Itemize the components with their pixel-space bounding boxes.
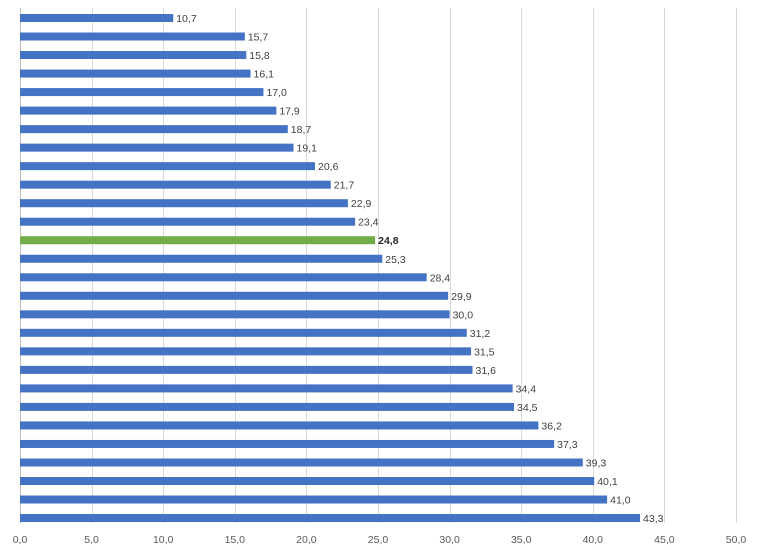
bar bbox=[20, 495, 608, 504]
bar-data-label: 43,3 bbox=[643, 513, 664, 525]
bar-data-label: 37,3 bbox=[557, 439, 578, 451]
bar-data-label: 34,4 bbox=[516, 383, 537, 395]
bar-data-label: 31,2 bbox=[470, 328, 491, 340]
x-tick-label: 35,0 bbox=[511, 534, 532, 546]
bar bbox=[20, 421, 539, 430]
x-tick-label: 25,0 bbox=[368, 534, 389, 546]
bar-data-label: 28,4 bbox=[430, 272, 451, 284]
bar bbox=[20, 477, 595, 485]
bar-data-label: 31,6 bbox=[476, 365, 497, 377]
bar-data-label: 15,7 bbox=[248, 32, 269, 44]
data-labels: 10,7 15,7 15,8 16,1 17,0 17,9 18,7 19,120,6 21,7… bbox=[176, 13, 663, 525]
bar-data-label: 21,7 bbox=[334, 180, 355, 192]
bar bbox=[20, 106, 277, 115]
bar-data-label: 30,0 bbox=[453, 309, 474, 321]
bar-data-label: 39,3 bbox=[586, 457, 607, 469]
x-tick-label: 30,0 bbox=[439, 534, 460, 546]
bar bbox=[20, 439, 555, 448]
bar bbox=[20, 88, 264, 97]
x-tick-label: 10,0 bbox=[153, 534, 174, 546]
bar bbox=[20, 347, 472, 356]
bar-data-label: 20,6 bbox=[318, 161, 339, 173]
bar bbox=[20, 384, 513, 393]
bar-data-label: 31,5 bbox=[474, 346, 495, 358]
bar bbox=[20, 402, 515, 411]
x-tick-label: 40,0 bbox=[583, 534, 604, 546]
bar bbox=[20, 328, 467, 337]
x-tick-label: 0,0 bbox=[13, 534, 28, 546]
bar-data-label: 16,1 bbox=[254, 69, 275, 81]
bar-data-label: 40,1 bbox=[597, 476, 618, 488]
bar bbox=[20, 162, 315, 171]
bar bbox=[20, 125, 288, 134]
bar-data-label: 15,8 bbox=[249, 50, 270, 62]
bar-data-label: 24,8 bbox=[378, 235, 399, 247]
bar-data-label: 36,2 bbox=[541, 420, 562, 432]
bar bbox=[20, 273, 427, 282]
bar bbox=[20, 310, 450, 319]
bar bbox=[20, 514, 641, 523]
bar bbox=[20, 143, 294, 152]
bar-data-label: 17,0 bbox=[266, 87, 287, 99]
bar-data-label: 22,9 bbox=[351, 198, 372, 210]
bar-data-label: 29,9 bbox=[451, 291, 472, 303]
bar bbox=[20, 291, 449, 300]
bar-data-label: 41,0 bbox=[610, 495, 631, 507]
bar bbox=[20, 51, 247, 60]
bar-data-label: 25,3 bbox=[385, 254, 406, 266]
bar-data-label: 17,9 bbox=[279, 106, 300, 118]
bar bbox=[20, 199, 348, 208]
bar-data-label: 10,7 bbox=[176, 13, 197, 25]
bar bbox=[20, 254, 383, 263]
bar bbox=[20, 14, 174, 22]
bar-highlighted bbox=[20, 236, 376, 245]
bar bbox=[20, 32, 245, 41]
bar-data-label: 34,5 bbox=[517, 402, 538, 414]
bars bbox=[20, 14, 641, 523]
bar bbox=[20, 458, 583, 467]
bar bbox=[20, 365, 473, 374]
x-tick-label: 15,0 bbox=[225, 534, 246, 546]
bar bbox=[20, 180, 331, 189]
x-tick-label: 5,0 bbox=[84, 534, 99, 546]
x-tick-label: 20,0 bbox=[296, 534, 317, 546]
x-tick-label: 45,0 bbox=[654, 534, 675, 546]
bar bbox=[20, 217, 356, 226]
bar-data-label: 19,1 bbox=[297, 143, 318, 155]
x-axis-ticks: 0,0 5,0 10,0 15,0 20,0 25,0 30,0 35,0 40,0 45,0 50… bbox=[13, 534, 747, 546]
bar bbox=[20, 69, 251, 78]
x-tick-label: 50,0 bbox=[726, 534, 747, 546]
bar-data-label: 18,7 bbox=[291, 124, 312, 136]
bar-data-label: 23,4 bbox=[358, 217, 379, 229]
